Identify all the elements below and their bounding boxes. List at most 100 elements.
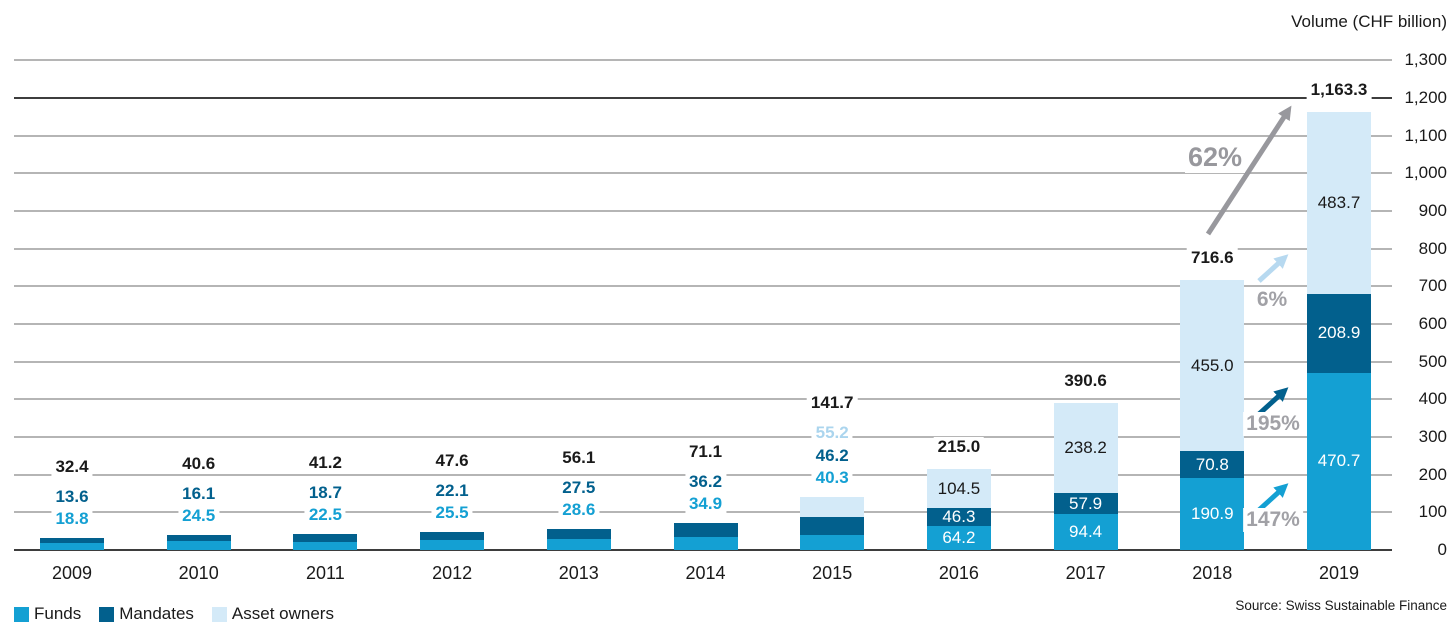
bar-segment-mandates-2015 [800,517,865,535]
bar-value-label: 190.9 [1191,504,1234,524]
bar-value-label: 16.1 [178,483,220,504]
bar-value-label: 70.8 [1195,454,1229,474]
bar-segment-mandates-2012 [420,532,485,541]
bar-value-label: 104.5 [937,478,981,498]
legend: Funds Mandates Asset owners [14,605,334,623]
y-axis-tick-label: 200 [1418,464,1447,484]
bar-segment-funds-2011 [293,541,358,550]
bar-segment-asset-owners-2019 [1307,111,1371,295]
bar-total-label: 71.1 [684,442,727,463]
bar-total-label: 390.6 [1060,370,1111,391]
gridline-400 [14,398,1392,401]
y-axis-tick-label: 600 [1418,314,1447,334]
bar-segment-funds-2013 [546,539,611,550]
y-axis-tick-label: 1,200 [1404,88,1447,108]
legend-item-funds: Funds [14,605,81,623]
bar-segment-mandates-2009 [40,537,104,543]
bar-total-label: 41.2 [304,453,346,474]
bar-total-label: 47.6 [431,451,473,472]
gridline-800 [14,247,1392,250]
bar-total-label: 141.7 [806,392,858,413]
bar-segment-mandates-2019 [1307,294,1371,373]
bar-value-label: 40.3 [811,467,853,488]
y-axis-tick-label: 400 [1418,389,1447,409]
bar-total-label: 716.6 [1187,248,1238,269]
bar-value-label: 25.5 [431,503,473,524]
gridline-0 [14,549,1392,551]
bar-segment-funds-2016 [926,525,991,550]
y-axis-tick-label: 800 [1418,238,1447,258]
y-axis-tick-label: 100 [1418,502,1447,522]
bar-segment-asset-owners-2016 [926,469,991,509]
bar-segment-funds-2018 [1180,478,1245,550]
bar-segment-asset-owners-2018 [1180,280,1245,452]
x-axis-label-2015: 2015 [812,563,853,583]
y-axis-tick-label: 1,300 [1404,50,1447,70]
y-axis-tick-label: 0 [1437,540,1447,559]
bar-segment-funds-2015 [800,534,865,550]
legend-item-asset-owners: Asset owners [211,604,334,623]
legend-swatch-icon [99,606,115,622]
bar-segment-funds-2010 [166,540,231,550]
bar-segment-asset-owners-2017 [1053,402,1118,493]
growth-arrow-icon [1257,254,1289,283]
bar-value-label: 64.2 [942,527,976,547]
gridline-900 [14,210,1392,213]
gridline-1000 [14,172,1392,175]
bar-total-label: 40.6 [178,453,220,474]
bar-value-label: 238.2 [1064,437,1107,457]
bar-value-label: 36.2 [684,472,727,493]
bar-value-label: 57.9 [1069,493,1103,513]
legend-swatch-icon [14,606,29,622]
y-axis-tick-label: 1,100 [1404,125,1447,145]
bar-segment-funds-2012 [420,540,485,550]
legend-label: Mandates [119,604,194,623]
bar-value-label: 27.5 [558,477,600,498]
bar-value-label: 18.7 [304,483,346,504]
bar-value-label: 22.1 [431,481,473,502]
x-axis-label-2018: 2018 [1192,563,1233,583]
gridline-500 [14,360,1392,363]
y-axis-tick-label: 1,000 [1404,163,1447,183]
bar-value-label: 34.9 [684,494,727,515]
x-axis-label-2012: 2012 [432,563,473,583]
source-note: Source: Swiss Sustainable Finance [1235,598,1447,613]
gridline-1100 [14,134,1392,137]
gridline-700 [14,285,1392,288]
bar-total-label: 32.4 [51,456,93,477]
bar-value-label: 18.8 [51,508,93,529]
chart-title: Volume (CHF billion) [1291,12,1447,31]
bar-segment-mandates-2016 [926,508,991,526]
gridline-300 [14,436,1392,438]
bar-value-label: 46.3 [942,507,976,527]
bar-total-label: 1,163.3 [1306,79,1372,100]
growth-percent-label: 6% [1253,287,1291,312]
bar-segment-mandates-2014 [673,523,738,537]
y-axis-tick-label: 300 [1418,427,1447,446]
bar-segment-mandates-2011 [293,534,358,542]
bar-value-label: 28.6 [558,499,600,520]
bar-segment-mandates-2013 [546,528,611,540]
bar-value-label: 483.7 [1317,192,1361,212]
bar-segment-mandates-2010 [166,534,231,541]
bar-value-label: 24.5 [178,505,220,526]
x-axis-label-2011: 2011 [306,563,345,583]
legend-label: Asset owners [231,604,334,623]
bar-total-label: 56.1 [558,447,600,468]
gridline-1200 [14,97,1392,100]
bar-value-label: 455.0 [1191,355,1234,375]
legend-item-mandates: Mandates [99,605,194,623]
bar-segment-funds-2014 [673,536,738,550]
gridline-600 [14,323,1392,326]
bar-segment-funds-2017 [1053,514,1118,550]
bar-segment-funds-2009 [40,542,104,550]
y-axis-tick-label: 900 [1418,201,1447,221]
growth-percent-label: 195% [1243,411,1303,436]
y-axis-tick-label: 700 [1418,276,1447,296]
bar-segment-funds-2019 [1307,372,1371,550]
growth-percent-label: 62% [1184,141,1246,173]
x-axis-label-2009: 2009 [51,563,93,583]
bar-segment-mandates-2018 [1180,451,1245,479]
gridline-1300 [14,59,1392,62]
bar-total-label: 215.0 [933,437,985,458]
